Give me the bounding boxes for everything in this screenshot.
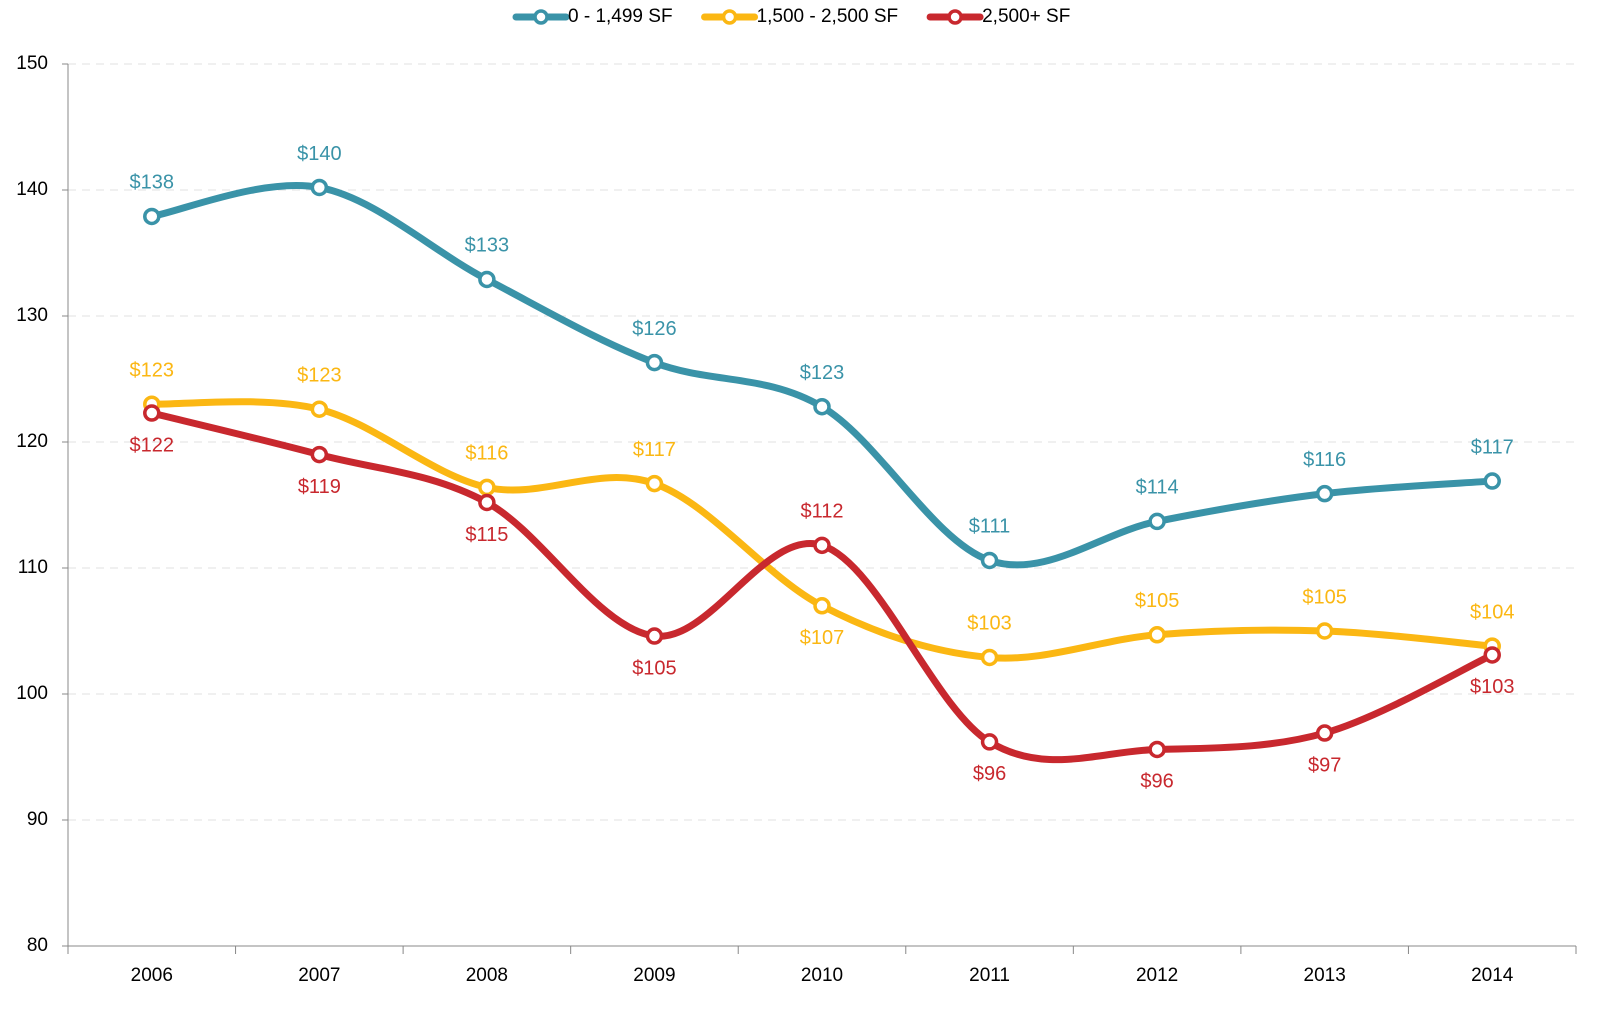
data-point bbox=[980, 733, 999, 751]
legend-marker bbox=[721, 9, 738, 25]
data-label: $126 bbox=[632, 318, 677, 340]
x-tick-label: 2014 bbox=[1471, 965, 1514, 986]
data-point bbox=[645, 474, 664, 493]
legend-item: 0 - 1,499 SF bbox=[512, 6, 673, 27]
data-label: $116 bbox=[465, 443, 508, 465]
data-point bbox=[1148, 512, 1166, 531]
data-label: $105 bbox=[1302, 586, 1347, 608]
x-tick-label: 2007 bbox=[298, 965, 340, 986]
data-label: $115 bbox=[465, 524, 508, 546]
legend-marker bbox=[533, 9, 549, 25]
data-label: $133 bbox=[465, 235, 510, 257]
data-point bbox=[143, 404, 161, 422]
data-label: $104 bbox=[1470, 601, 1515, 623]
data-label: $119 bbox=[298, 476, 341, 498]
data-label: $111 bbox=[969, 516, 1011, 538]
data-label: $96 bbox=[973, 763, 1006, 785]
data-label: $103 bbox=[1470, 676, 1515, 698]
y-tick-label: 100 bbox=[16, 683, 48, 704]
legend-label: 0 - 1,499 SF bbox=[568, 6, 673, 27]
data-label: $117 bbox=[633, 439, 676, 461]
x-tick-label: 2009 bbox=[633, 965, 675, 986]
data-point bbox=[1315, 484, 1334, 503]
data-point bbox=[310, 400, 329, 418]
y-tick-label: 90 bbox=[27, 809, 48, 830]
data-label: $105 bbox=[1135, 590, 1180, 612]
y-tick-label: 150 bbox=[16, 53, 48, 74]
legend-marker bbox=[947, 9, 963, 25]
data-point bbox=[310, 178, 329, 197]
data-point bbox=[1483, 646, 1501, 664]
data-point bbox=[980, 648, 999, 667]
series-line bbox=[148, 409, 1496, 764]
series: $123 $123 $116 $117 $107 $103 $105 $105 $104 bbox=[130, 359, 1515, 667]
data-point bbox=[1483, 472, 1501, 490]
data-point bbox=[478, 270, 496, 289]
legend-item: 2,500+ SF bbox=[926, 6, 1070, 27]
y-tick-label: 130 bbox=[16, 305, 48, 326]
data-label: $123 bbox=[297, 365, 342, 387]
y-tick-label: 80 bbox=[27, 935, 48, 956]
y-tick-label: 140 bbox=[16, 179, 48, 200]
data-label: $116 bbox=[1303, 449, 1346, 471]
y-tick-label: 120 bbox=[16, 431, 48, 452]
data-point bbox=[645, 627, 664, 645]
series-line bbox=[148, 398, 1496, 662]
data-point bbox=[980, 551, 999, 570]
data-point bbox=[1148, 740, 1166, 759]
data-label: $97 bbox=[1308, 754, 1341, 776]
data-point bbox=[478, 478, 496, 497]
data-label: $107 bbox=[800, 627, 845, 649]
data-point bbox=[813, 397, 831, 416]
legend: 0 - 1,499 SF 1,500 - 2,500 SF 2,500+ SF bbox=[512, 6, 1070, 27]
data-label: $140 bbox=[297, 143, 342, 165]
data-point bbox=[813, 597, 831, 615]
data-label: $114 bbox=[1136, 477, 1179, 499]
x-tick-label: 2012 bbox=[1136, 965, 1178, 986]
data-point bbox=[310, 445, 329, 464]
series: $122 $119 $115 $105 $112 $96 $96 $97 $103 bbox=[130, 404, 1515, 793]
data-label: $112 bbox=[800, 501, 843, 523]
series: $138 $140 $133 $126 $123 $111 $114 $116 $117 bbox=[130, 143, 1514, 570]
data-label: $123 bbox=[800, 362, 845, 384]
data-point bbox=[813, 536, 831, 555]
data-label: $96 bbox=[1140, 771, 1173, 793]
x-tick-label: 2008 bbox=[466, 965, 508, 986]
x-tick-label: 2006 bbox=[131, 965, 173, 986]
data-point bbox=[1315, 724, 1334, 742]
x-tick-label: 2010 bbox=[801, 965, 843, 986]
data-label: $103 bbox=[967, 613, 1012, 635]
data-label: $123 bbox=[130, 359, 175, 381]
x-tick-label: 2011 bbox=[969, 965, 1010, 986]
legend-label: 1,500 - 2,500 SF bbox=[757, 6, 899, 27]
data-label: $105 bbox=[632, 657, 677, 679]
data-label: $117 bbox=[1471, 436, 1514, 458]
data-point bbox=[478, 493, 496, 512]
y-tick-label: 110 bbox=[18, 557, 48, 578]
legend-item: 1,500 - 2,500 SF bbox=[701, 6, 899, 27]
data-point bbox=[1148, 626, 1166, 644]
data-point bbox=[1315, 622, 1334, 640]
data-point bbox=[143, 207, 161, 226]
x-tick-label: 2013 bbox=[1304, 965, 1346, 986]
legend-label: 2,500+ SF bbox=[982, 6, 1070, 27]
data-label: $138 bbox=[130, 172, 175, 194]
data-label: $122 bbox=[130, 434, 175, 456]
data-point bbox=[645, 353, 664, 372]
